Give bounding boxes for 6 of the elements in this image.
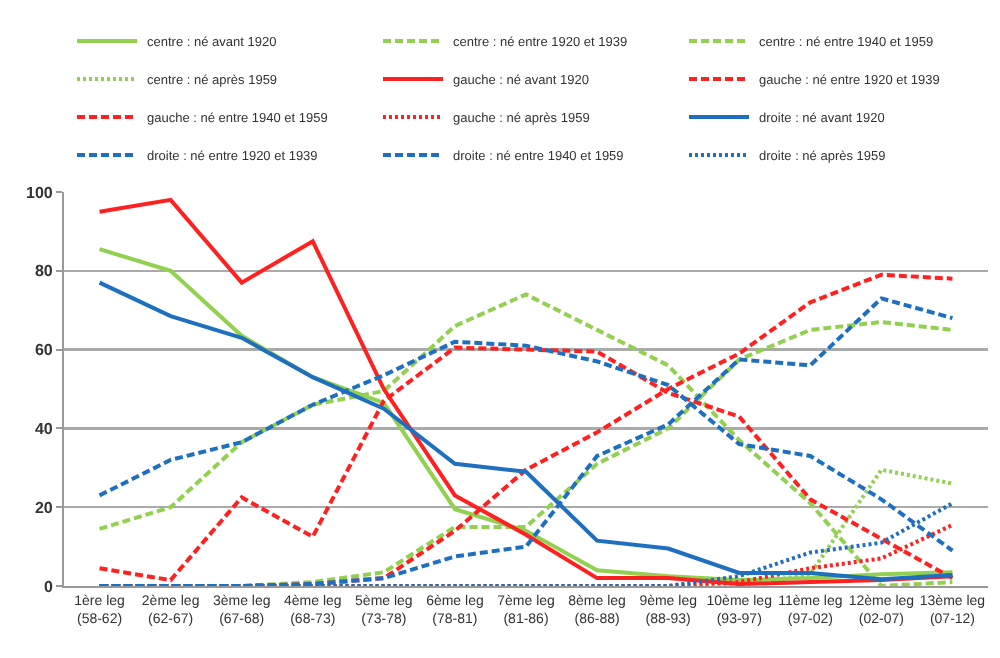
y-tick-label: 0 — [43, 577, 54, 596]
y-tick-label: 40 — [34, 420, 54, 438]
y-tick-label: 60 — [34, 341, 54, 360]
y-tick-label: 20 — [34, 498, 54, 517]
y-tick-label: 100 — [26, 183, 54, 202]
y-tick-label: 80 — [34, 262, 54, 281]
